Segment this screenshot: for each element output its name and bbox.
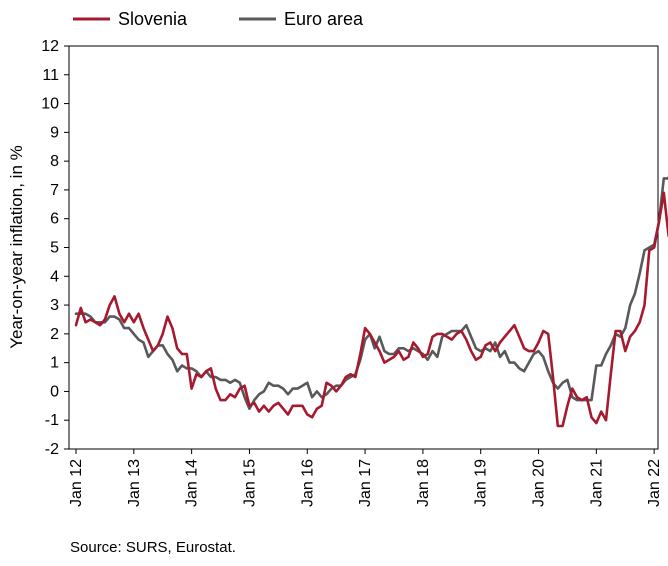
legend-label-euro-area: Euro area — [284, 9, 364, 29]
x-tick-label: Jan 14 — [184, 459, 201, 507]
plot-area — [74, 175, 668, 428]
y-tick-label: 7 — [50, 182, 59, 199]
y-tick-label: 2 — [50, 326, 59, 343]
x-tick-label: Jan 22 — [646, 459, 663, 507]
y-tick-label: 10 — [41, 96, 59, 113]
y-tick-label: 4 — [50, 268, 59, 285]
y-tick-label: 9 — [50, 124, 59, 141]
x-tick-label: Jan 13 — [126, 459, 143, 507]
x-tick-label: Jan 16 — [299, 459, 316, 507]
x-tick-label: Jan 21 — [588, 459, 605, 507]
y-tick-label: 0 — [50, 383, 59, 400]
series-line-euro-area — [74, 175, 668, 411]
y-tick-label: 5 — [50, 240, 59, 257]
y-tick-label: 1 — [50, 355, 59, 372]
x-tick-label: Jan 18 — [415, 459, 432, 507]
x-tick-label: Jan 20 — [531, 459, 548, 507]
y-tick-label: 12 — [41, 38, 59, 55]
y-axis-title: Year-on-year inflation, in % — [7, 145, 26, 349]
y-tick-label: 3 — [50, 297, 59, 314]
x-tick-label: Jan 19 — [473, 459, 490, 507]
y-tick-label: 6 — [50, 211, 59, 228]
legend: Slovenia Euro area — [73, 9, 364, 29]
source-note: Source: SURS, Eurostat. — [70, 539, 236, 556]
series-line-slovenia — [74, 191, 668, 428]
x-tick-label: Jan 15 — [241, 459, 258, 507]
x-tick-label: Jan 12 — [68, 459, 85, 507]
y-tick-label: -2 — [45, 441, 59, 458]
x-axis: Jan 12 Jan 13 Jan 14 Jan 15 Jan 16 Jan 17 Jan … — [68, 449, 663, 507]
legend-label-slovenia: Slovenia — [118, 9, 188, 29]
x-tick-label: Jan 17 — [357, 459, 374, 507]
y-tick-label: 8 — [50, 153, 59, 170]
y-tick-label: -1 — [45, 412, 59, 429]
y-tick-label: 11 — [42, 67, 59, 84]
